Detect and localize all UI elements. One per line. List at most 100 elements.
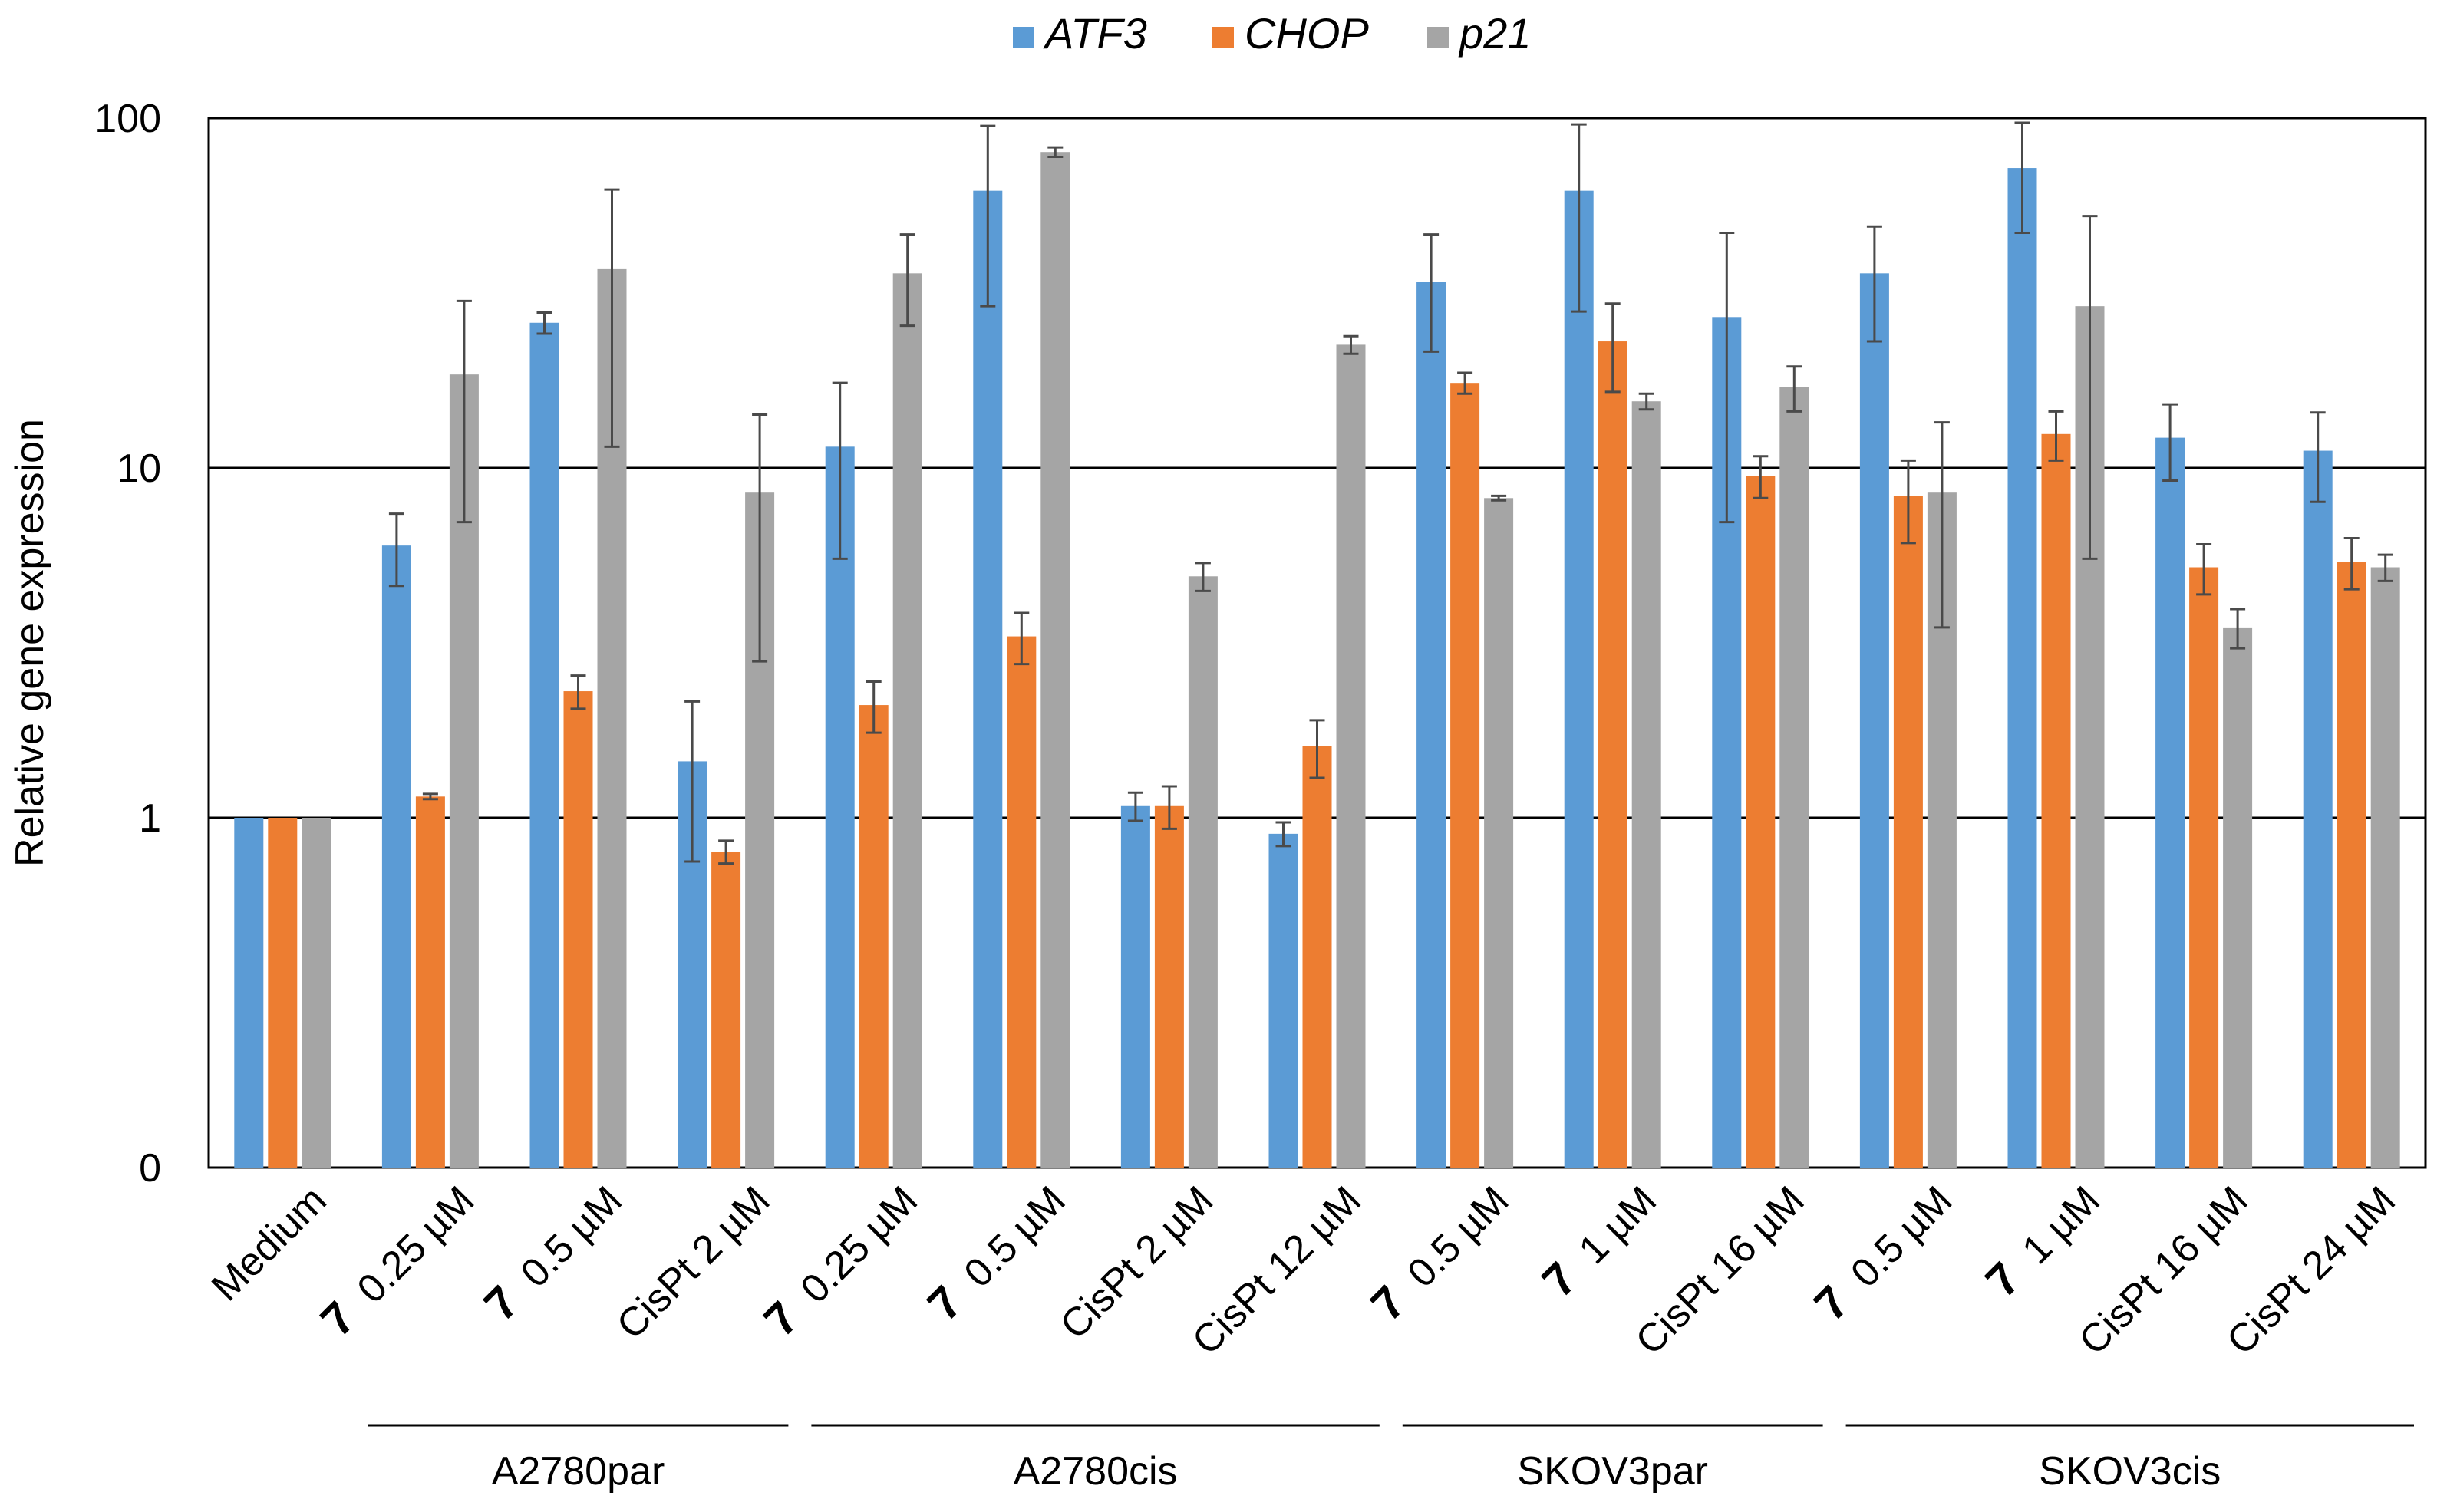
- legend-swatch: [1013, 27, 1034, 48]
- error-bar: [422, 792, 438, 801]
- x-tick-label: 7 1 µM: [1976, 1174, 2109, 1307]
- error-bar: [1900, 459, 1916, 545]
- group-label: A2780cis: [1014, 1449, 1178, 1494]
- x-tick-label: 7 0.5 µM: [1805, 1174, 1962, 1331]
- error-bar: [1934, 421, 1950, 629]
- bar-atf3: [2155, 437, 2185, 1168]
- error-bar: [1195, 562, 1211, 592]
- bar-p21: [302, 818, 331, 1168]
- group-label: SKOV3cis: [2039, 1449, 2221, 1494]
- bar-chop: [1154, 805, 1184, 1168]
- error-bar: [1014, 611, 1030, 666]
- x-tick-label: 7 0.5 µM: [1361, 1174, 1519, 1331]
- bar-atf3: [1564, 190, 1594, 1168]
- x-tick-label: 7 0.5 µM: [918, 1174, 1075, 1331]
- error-bar: [2343, 537, 2360, 591]
- error-bar: [899, 233, 915, 328]
- bar-atf3: [1268, 833, 1298, 1168]
- error-bar: [684, 700, 701, 863]
- error-bar: [1423, 233, 1440, 353]
- bar-p21: [2223, 627, 2253, 1168]
- legend-swatch: [1427, 27, 1449, 48]
- bar-p21: [2370, 567, 2400, 1168]
- x-tick-label: 7 0.5 µM: [474, 1174, 632, 1331]
- error-bar: [2196, 543, 2212, 596]
- cell-line-groups: A2780par A2780cis SKOV3par SKOV3cis: [368, 1424, 2414, 1494]
- dose-label: 0.5 µM: [1842, 1178, 1961, 1296]
- error-bar: [2310, 411, 2326, 503]
- bar-chop: [1007, 636, 1037, 1168]
- bar-chop: [2337, 562, 2366, 1168]
- bar-chop: [563, 691, 593, 1168]
- error-bar: [1275, 821, 1291, 848]
- error-bars: [388, 121, 2393, 865]
- bar-chop: [1893, 496, 1923, 1168]
- error-bar: [388, 512, 404, 588]
- bar-p21: [1631, 401, 1661, 1168]
- bar-p21: [1484, 498, 1514, 1168]
- error-bar: [604, 188, 620, 448]
- error-bar: [832, 381, 848, 560]
- error-bar: [1491, 494, 1507, 502]
- error-bar: [456, 299, 472, 524]
- bar-chop: [2189, 567, 2219, 1168]
- y-tick-label: 100: [94, 97, 161, 141]
- error-bar: [1309, 719, 1325, 779]
- error-bar: [752, 413, 768, 663]
- bar-chop: [268, 818, 298, 1168]
- error-bar: [1719, 232, 1735, 524]
- group-label: SKOV3par: [1517, 1449, 1708, 1494]
- dose-label: 0.5 µM: [513, 1178, 631, 1296]
- bar-atf3: [825, 446, 855, 1168]
- bar-p21: [1336, 344, 1366, 1168]
- legend-label: CHOP: [1245, 9, 1369, 58]
- bar-chop: [415, 796, 445, 1168]
- error-bar: [1866, 225, 1882, 343]
- bar-p21: [892, 273, 922, 1168]
- error-bar: [536, 311, 552, 335]
- error-bar: [1047, 146, 1064, 158]
- error-bar: [866, 680, 882, 734]
- bar-chop: [1302, 746, 1332, 1168]
- bar-atf3: [1120, 805, 1150, 1168]
- y-tick-label: 0: [139, 1146, 161, 1191]
- bar-atf3: [2303, 450, 2333, 1168]
- bar-series: [234, 152, 2400, 1168]
- bar-atf3: [529, 322, 559, 1168]
- error-bar: [1604, 302, 1621, 394]
- bar-p21: [1779, 387, 1809, 1168]
- bar-atf3: [973, 190, 1003, 1168]
- y-axis-label: Relative gene expression: [8, 419, 52, 867]
- bar-chop: [2041, 433, 2071, 1168]
- legend-label: p21: [1458, 9, 1531, 58]
- legend-swatch: [1212, 27, 1234, 48]
- bar-chop: [859, 705, 889, 1168]
- bar-chop: [711, 852, 741, 1168]
- error-bar: [2377, 553, 2393, 582]
- x-tick-label: CisPt 2 µM: [608, 1178, 779, 1348]
- dose-label: Medium: [203, 1178, 335, 1309]
- bar-p21: [1040, 152, 1070, 1168]
- bar-p21: [1188, 576, 1218, 1168]
- group-label: A2780par: [492, 1449, 665, 1494]
- dose-label: CisPt 2 µM: [608, 1178, 779, 1348]
- error-bar: [2014, 121, 2030, 235]
- dose-label: 0.5 µM: [956, 1178, 1074, 1296]
- x-tick-label: 7 1 µM: [1532, 1174, 1666, 1307]
- error-bar: [1457, 371, 1473, 395]
- x-tick-label: Medium: [203, 1178, 335, 1309]
- error-bar: [718, 839, 734, 865]
- error-bar: [1753, 455, 1769, 499]
- bar-atf3: [1859, 273, 1889, 1168]
- bar-chop: [1598, 341, 1627, 1168]
- dose-label: 0.25 µM: [793, 1178, 927, 1312]
- error-bar: [2048, 410, 2064, 462]
- legend: ATF3 CHOP p21: [1013, 9, 1531, 58]
- error-bar: [1127, 791, 1143, 822]
- legend-item-p21: p21: [1427, 9, 1531, 58]
- bar-chop: [1746, 476, 1776, 1168]
- error-bar: [1343, 334, 1359, 355]
- error-bar: [570, 674, 586, 710]
- error-bar: [1786, 365, 1802, 413]
